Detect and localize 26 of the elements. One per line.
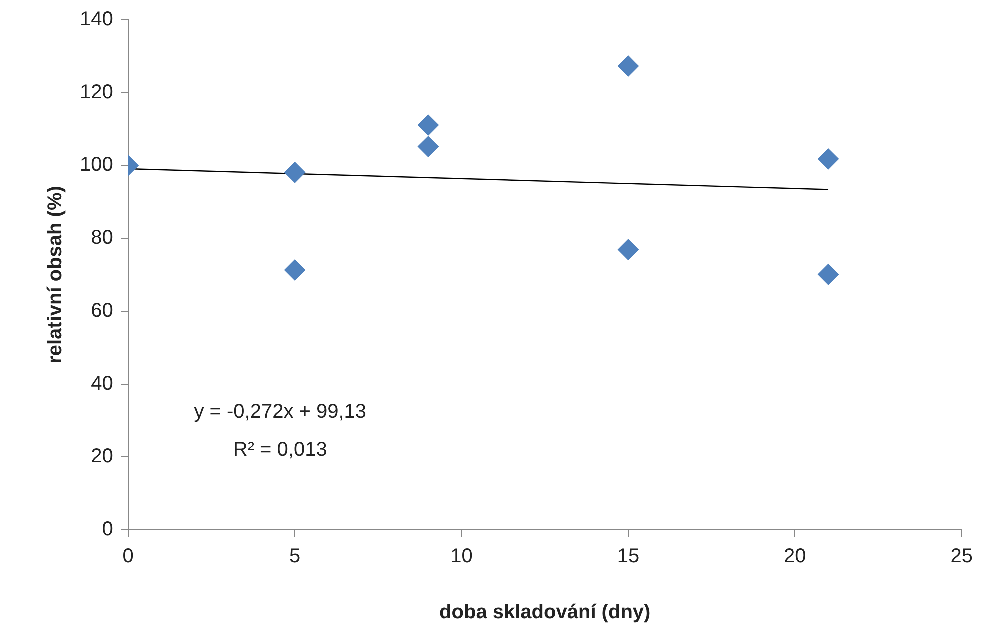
- x-tick-label: 10: [450, 546, 473, 568]
- point: [818, 148, 840, 170]
- annotation: R² = 0,013: [233, 439, 328, 461]
- point: [418, 114, 439, 136]
- point: [618, 56, 639, 77]
- y-axis-title: relativní obsah (%): [44, 186, 67, 364]
- y-tick-label: 40: [91, 372, 114, 395]
- y-tick-label: 120: [80, 81, 114, 104]
- y-tick-label: 0: [102, 518, 114, 541]
- point: [418, 136, 439, 158]
- y-tick-label: 80: [91, 227, 114, 250]
- y-tick-label: 100: [80, 154, 114, 176]
- x-tick-label: 25: [950, 546, 973, 568]
- point: [818, 264, 840, 286]
- x-axis-title: doba skladování (dny): [440, 602, 651, 624]
- point: [284, 260, 306, 281]
- y-tick-label: 140: [80, 8, 114, 31]
- x-tick-label: 5: [290, 546, 301, 568]
- point: [618, 239, 639, 260]
- y-tick-label: 60: [91, 300, 114, 322]
- point: [284, 162, 306, 184]
- annotation: y = -0,272x + 99,13: [194, 401, 367, 423]
- x-tick-label: 0: [122, 546, 134, 568]
- x-tick-label: 15: [617, 546, 640, 568]
- y-tick-label: 20: [91, 446, 114, 468]
- x-tick-label: 20: [784, 546, 806, 568]
